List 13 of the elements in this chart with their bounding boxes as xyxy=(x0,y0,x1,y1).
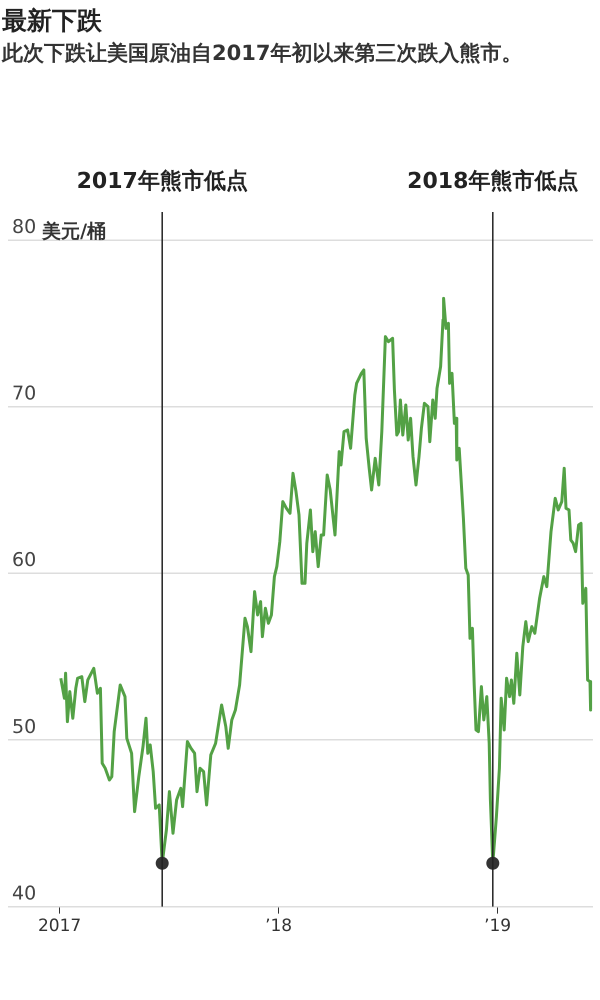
y-tick-label: 50 xyxy=(12,716,36,738)
y-tick-label: 60 xyxy=(12,549,36,572)
ref-line-label: 2017年熊市低点 xyxy=(76,168,248,194)
y-tick-label: 70 xyxy=(12,382,36,405)
y-tick-label: 40 xyxy=(12,882,36,905)
x-tick-label: ’18 xyxy=(265,916,292,936)
ref-line-label: 2018年熊市低点 xyxy=(407,168,578,194)
x-tick-label: 2017 xyxy=(38,916,82,936)
chart-subtitle: 此次下跌让美国原油自2017年初以来第三次跌入熊市。 xyxy=(2,40,524,67)
y-axis-title: 美元/桶 xyxy=(41,220,106,242)
y-tick-label: 80 xyxy=(12,216,36,238)
chart-title: 最新下跌 xyxy=(2,5,103,37)
x-tick-label: ’19 xyxy=(484,916,512,936)
